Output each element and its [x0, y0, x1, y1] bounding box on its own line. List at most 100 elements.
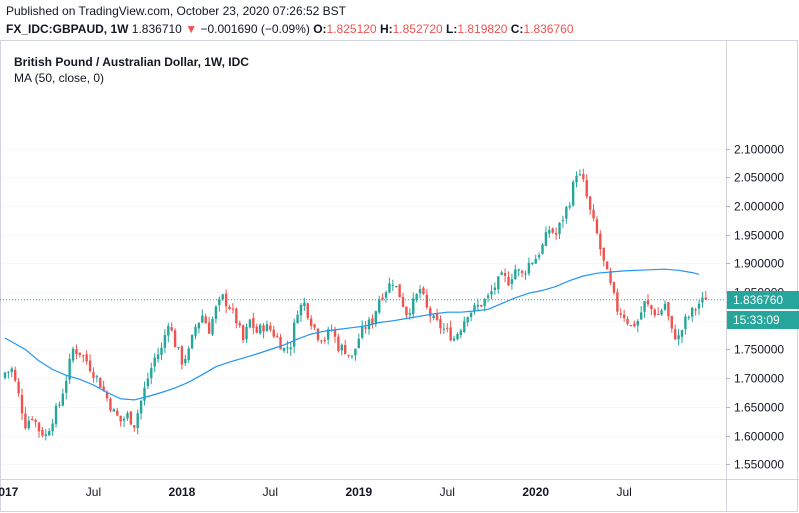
candle-body: [364, 327, 367, 329]
candle-body: [214, 306, 218, 319]
high-value: 1.852720: [392, 22, 443, 36]
candle-body: [554, 232, 558, 235]
candle-body: [432, 315, 435, 319]
candle-body: [82, 355, 85, 357]
candle-body: [588, 196, 592, 210]
candle-body: [602, 247, 605, 261]
candle-body: [333, 330, 337, 337]
candle-body: [289, 347, 292, 350]
candle-body: [17, 381, 20, 394]
candle-body: [476, 304, 480, 307]
candle-body: [95, 376, 99, 378]
candle-body: [316, 328, 320, 340]
candle-body: [425, 294, 429, 308]
candle-body: [99, 377, 102, 388]
candle-body: [163, 335, 167, 348]
candle-body: [44, 434, 48, 436]
candle-body: [629, 325, 633, 327]
candle-body: [422, 287, 425, 294]
candle-body: [41, 430, 44, 436]
close-value: 1.836760: [523, 22, 574, 36]
x-axis: 2017 Jul 2018 Jul 2019 Jul 2020 Jul: [0, 485, 632, 499]
candle-body: [160, 347, 163, 355]
open-value: 1.825120: [326, 22, 377, 36]
candle-body: [139, 400, 143, 414]
candle-body: [184, 358, 187, 364]
candle-body: [279, 337, 282, 350]
published-info: Published on TradingView.com, October 23…: [6, 4, 346, 18]
candle-body: [388, 283, 391, 293]
candle-body: [646, 300, 650, 305]
candle-body: [282, 348, 286, 351]
candle-body: [361, 326, 364, 338]
candle-body: [238, 322, 241, 326]
candle-body: [401, 297, 405, 307]
candle-body: [398, 284, 401, 298]
candle-body: [677, 335, 680, 340]
legend-title: British Pound / Australian Dollar, 1W, I…: [14, 55, 249, 69]
candle-body: [269, 325, 272, 330]
y-tick-label: 1.900000: [734, 257, 784, 271]
candle-body: [326, 329, 330, 340]
candle-body: [272, 329, 275, 337]
candle-body: [299, 304, 303, 316]
candle-body: [197, 322, 201, 329]
candle-body: [357, 338, 361, 348]
candle-body: [27, 420, 31, 429]
candle-body: [520, 271, 524, 273]
candle-body: [561, 220, 565, 222]
candle-body: [684, 316, 687, 330]
candle-body: [578, 174, 582, 176]
candle-body: [170, 327, 173, 331]
candle-body: [463, 321, 466, 332]
candles: [3, 168, 708, 441]
candle-body: [565, 206, 568, 219]
candle-body: [241, 325, 245, 341]
candle-body: [667, 302, 670, 317]
candle-body: [235, 308, 238, 324]
candle-body: [483, 299, 486, 306]
candle-body: [691, 307, 694, 317]
candle-body: [694, 309, 697, 311]
candle-body: [626, 318, 629, 324]
candle-body: [258, 324, 262, 334]
candle-body: [143, 387, 146, 401]
candle-body: [190, 334, 194, 349]
legend-indicator: MA (50, close, 0): [14, 71, 104, 85]
candle-body: [650, 305, 653, 310]
candle-body: [435, 313, 439, 320]
candle-body: [466, 317, 469, 323]
candle-body: [493, 287, 497, 290]
candle-body: [78, 352, 82, 356]
candle-body: [395, 286, 398, 288]
x-tick-label: 2019: [345, 485, 372, 499]
candle-body: [255, 326, 258, 333]
candle-body: [527, 262, 531, 274]
candle-body: [663, 303, 667, 310]
candle-body: [680, 330, 684, 337]
candle-body: [51, 423, 54, 432]
candle-body: [201, 315, 204, 323]
close-label: C:: [510, 22, 524, 36]
y-tick-label: 2.100000: [734, 143, 784, 157]
candle-body: [24, 413, 27, 429]
candle-body: [636, 321, 639, 326]
candle-body: [673, 329, 677, 340]
candle-body: [656, 313, 660, 315]
candle-body: [68, 358, 71, 380]
candle-body: [456, 333, 459, 340]
candle-body: [537, 255, 541, 258]
candle-body: [218, 299, 221, 306]
candle-body: [548, 229, 551, 234]
x-tick-label: Jul: [86, 485, 101, 499]
candle-body: [194, 326, 197, 336]
candle-body: [265, 324, 269, 332]
candle-body: [102, 386, 105, 391]
x-tick-label: 2020: [522, 485, 549, 499]
y-tick-label: 2.000000: [734, 200, 784, 214]
candle-body: [112, 409, 116, 412]
candle-body: [643, 301, 646, 312]
candle-body: [286, 347, 289, 349]
candle-body: [187, 348, 190, 360]
